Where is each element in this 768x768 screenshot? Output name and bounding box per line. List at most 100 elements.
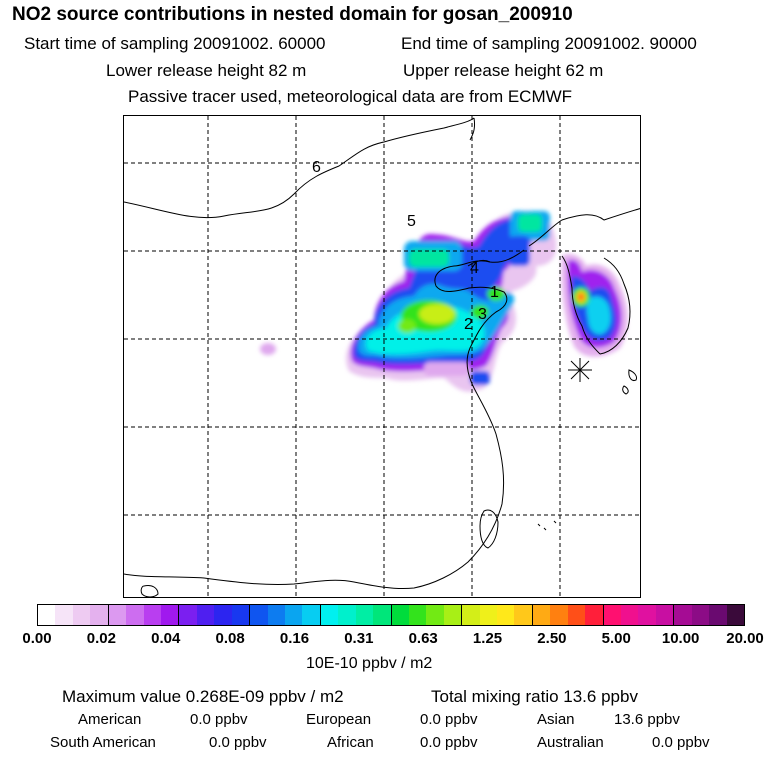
colorbar-tick-label: 0.63 xyxy=(408,630,438,647)
african-label: African xyxy=(327,734,374,751)
coast-yellow-sea xyxy=(124,249,525,589)
tracer-note: Passive tracer used, meteorological data… xyxy=(128,87,573,106)
plume-green-east2 xyxy=(471,305,489,319)
colorbar-segment xyxy=(674,605,745,625)
map-canvas: 1 2 3 4 5 6 xyxy=(124,116,640,597)
plume-korea-cyan xyxy=(586,296,611,335)
plume-cyan-ne xyxy=(518,214,542,232)
colorbar-units: 10E-10 ppbv / m2 xyxy=(306,655,433,672)
australian-label: Australian xyxy=(537,734,604,751)
colorbar-segment xyxy=(320,605,392,625)
colorbar-tick-label: 5.00 xyxy=(601,630,631,647)
colorbar-swatch xyxy=(532,605,551,625)
taiwan-island xyxy=(479,509,499,549)
colorbar-swatch xyxy=(462,605,480,625)
colorbar-tick-label: 20.00 xyxy=(726,630,764,647)
colorbar-segment xyxy=(391,605,463,625)
figure-title: NO2 source contributions in nested domai… xyxy=(12,4,573,25)
colorbar-swatch xyxy=(638,605,656,625)
colorbar-swatch xyxy=(355,605,374,625)
total-mixing-text: Total mixing ratio 13.6 ppbv xyxy=(431,687,638,706)
source-label-5: 5 xyxy=(407,213,416,230)
colorbar-swatch xyxy=(302,605,320,625)
end-time-label: End time of sampling 20091002. 90000 xyxy=(401,34,697,53)
concentration-plume xyxy=(260,210,628,392)
colorbar-swatch xyxy=(497,605,515,625)
source-label-3: 3 xyxy=(478,306,487,323)
european-value: 0.0 ppbv xyxy=(420,711,478,728)
colorbar-swatch xyxy=(426,605,444,625)
colorbar-swatch xyxy=(108,605,127,625)
colorbar-swatch xyxy=(231,605,250,625)
african-value: 0.0 ppbv xyxy=(420,734,478,751)
colorbar-tick-label: 1.25 xyxy=(472,630,503,647)
colorbar-tick-label: 0.16 xyxy=(279,630,310,647)
colorbar-tick-label: 10.00 xyxy=(661,630,700,647)
colorbar-swatch xyxy=(391,605,409,625)
colorbar-swatch xyxy=(550,605,568,625)
plume-purple-southwest xyxy=(424,362,469,376)
coast-korea-west xyxy=(561,255,601,355)
lat-lon-grid xyxy=(124,116,640,597)
colorbar-tick-label: 2.50 xyxy=(537,630,567,647)
colorbar-swatch xyxy=(674,605,692,625)
coast-bay xyxy=(467,259,491,267)
colorbar-swatch xyxy=(284,605,303,625)
hainan-island xyxy=(140,585,159,597)
colorbar-swatch xyxy=(443,605,462,625)
max-value-text: Maximum value 0.268E-09 ppbv / m2 xyxy=(62,687,344,706)
colorbar-swatch xyxy=(90,605,108,625)
upper-release-label: Upper release height 62 m xyxy=(403,61,604,80)
south-american-value: 0.0 ppbv xyxy=(209,734,267,751)
colorbar-segment xyxy=(250,605,321,625)
colorbar-segment xyxy=(532,605,604,625)
japan-coast xyxy=(622,369,637,395)
border-north xyxy=(124,117,475,219)
plume-blue-south xyxy=(470,371,490,385)
coast-korea-north xyxy=(528,208,640,247)
colorbar-segment xyxy=(603,605,675,625)
colorbar-swatch xyxy=(38,605,56,625)
plume-halo-small xyxy=(260,343,276,355)
colorbar-tick-label: 0.08 xyxy=(215,630,245,647)
colorbar-swatch xyxy=(621,605,639,625)
colorbar-swatch xyxy=(567,605,586,625)
colorbar xyxy=(37,604,745,626)
coast-korea-east xyxy=(599,257,631,355)
european-label: European xyxy=(306,711,372,728)
start-time-label: Start time of sampling 20091002. 60000 xyxy=(24,34,326,53)
colorbar-swatch xyxy=(126,605,144,625)
colorbar-swatch xyxy=(196,605,215,625)
asian-label: Asian xyxy=(537,711,575,728)
colorbar-swatch xyxy=(479,605,498,625)
plume-korea-orange xyxy=(578,294,584,300)
colorbar-swatch xyxy=(709,605,727,625)
source-label-1: 1 xyxy=(490,284,499,301)
colorbar-swatch xyxy=(267,605,285,625)
south-american-label: South American xyxy=(50,734,156,751)
colorbar-swatch xyxy=(250,605,268,625)
australian-value: 0.0 ppbv xyxy=(652,734,710,751)
source-label-2: 2 xyxy=(464,316,473,333)
receptor-asterisk-icon xyxy=(568,358,592,382)
colorbar-swatch xyxy=(373,605,391,625)
colorbar-swatch xyxy=(143,605,161,625)
small-islands xyxy=(537,520,557,531)
american-value: 0.0 ppbv xyxy=(190,711,248,728)
plume-cyan-north xyxy=(409,249,449,267)
colorbar-segment xyxy=(108,605,180,625)
asian-value: 13.6 ppbv xyxy=(614,711,680,728)
border-ne xyxy=(469,117,475,141)
colorbar-swatch xyxy=(408,605,427,625)
colorbar-tick-label: 0.31 xyxy=(344,630,374,647)
colorbar-swatch xyxy=(338,605,356,625)
colorbar-swatch xyxy=(55,605,73,625)
colorbar-swatch xyxy=(179,605,197,625)
coastlines xyxy=(124,117,640,597)
plume-yellowgreen xyxy=(419,304,455,324)
plume-green-west xyxy=(398,319,416,333)
source-label-6: 6 xyxy=(312,159,321,176)
colorbar-swatch xyxy=(691,605,710,625)
lower-release-label: Lower release height 82 m xyxy=(106,61,307,80)
colorbar-swatch xyxy=(514,605,532,625)
